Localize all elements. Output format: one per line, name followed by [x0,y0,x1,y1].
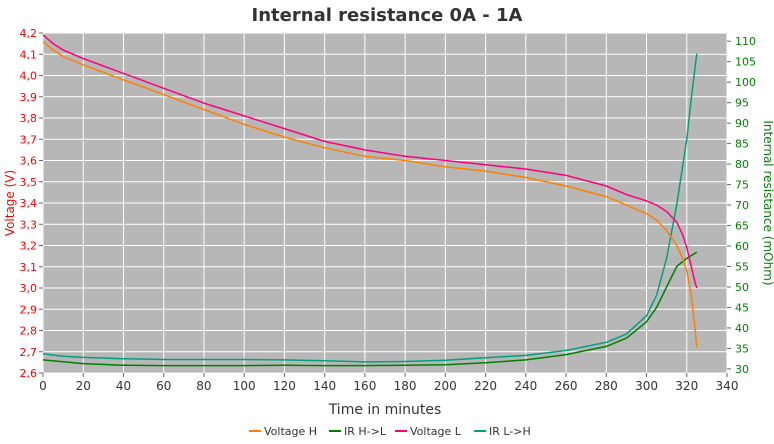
legend-label: IR L->H [489,425,531,438]
y-left-tick-label: 2,8 [20,325,38,338]
y-right-tick-label: 80 [735,158,749,171]
x-tick-label: 280 [595,379,618,393]
y-right-tick-label: 40 [735,322,749,335]
y-right-tick-label: 100 [735,76,756,89]
left-axis-label: Voltage (V) [3,170,17,236]
chart-title: Internal resistance 0A - 1A [252,5,523,26]
legend-label: IR H->L [344,425,387,438]
x-tick-label: 80 [196,379,211,393]
y-right-tick-label: 85 [735,138,749,151]
legend: Voltage H IR H->L Voltage L IR L->H [249,425,531,438]
y-right-tick-label: 90 [735,117,749,130]
legend-label: Voltage H [264,425,317,438]
y-left-tick-label: 4,1 [20,48,38,61]
y-left-tick-label: 2,9 [20,303,38,316]
series-line-voltage-l [42,34,698,289]
x-tick-label: 20 [76,379,91,393]
x-tick-label: 0 [39,379,47,393]
series-line-ir-l-h [42,53,698,363]
y-right-tick-label: 50 [735,281,749,294]
y-left-tick-label: 2,7 [20,346,38,359]
series-line-ir-h-l [42,251,698,367]
y-left-tick-label: 3,4 [20,197,38,210]
x-tick-label: 300 [635,379,658,393]
y-right-tick-label: 70 [735,199,749,212]
y-right-tick-label: 95 [735,97,749,110]
x-tick-label: 60 [156,379,171,393]
x-tick-label: 160 [353,379,376,393]
y-left-tick-label: 3,7 [20,133,38,146]
y-left-tick-label: 3,0 [20,282,38,295]
y-left-tick-label: 3,6 [20,155,38,168]
y-right-tick-label: 105 [735,56,756,69]
series-layer [42,34,698,367]
y-right-tick-label: 45 [735,301,749,314]
y-right-tick-label: 75 [735,179,749,192]
x-tick-label: 240 [514,379,537,393]
right-axis-label: Internal resistance (mOhm) [761,120,774,285]
y-left-tick-label: 3,8 [20,112,38,125]
right-axis-ticks: 110 105 100 95 90 85 80 75 70 65 60 55 50 45 40 35 30 [727,35,756,376]
x-tick-label: 220 [474,379,497,393]
grid [42,32,728,374]
x-tick-label: 100 [233,379,256,393]
y-left-tick-label: 4,0 [20,70,38,83]
x-tick-label: 120 [273,379,296,393]
x-tick-label: 200 [434,379,457,393]
left-axis-ticks: 4,2 4,1 4,0 3,9 3,8 3,7 3,6 3,5 3,4 3,3 3,2 3,1 3,0 2… [20,27,43,380]
x-tick-label: 320 [675,379,698,393]
y-left-tick-label: 3,2 [20,240,38,253]
bottom-axis-ticks: 0 20 40 60 80 100 120 140 160 180 200 220 240 260 280 3… [39,373,738,393]
legend-label: Voltage L [410,425,462,438]
y-left-tick-label: 4,2 [20,27,38,40]
y-right-tick-label: 60 [735,240,749,253]
y-left-tick-label: 3,9 [20,91,38,104]
y-right-tick-label: 35 [735,342,749,355]
y-right-tick-label: 110 [735,35,756,48]
x-tick-label: 140 [313,379,336,393]
y-left-tick-label: 2,6 [20,367,38,380]
x-axis-label: Time in minutes [328,402,442,418]
y-right-tick-label: 30 [735,363,749,376]
x-tick-label: 180 [394,379,417,393]
series-line-voltage-h [42,40,698,348]
y-left-tick-label: 3,5 [20,176,38,189]
y-right-tick-label: 65 [735,220,749,233]
y-right-tick-label: 55 [735,260,749,273]
x-tick-label: 40 [116,379,131,393]
x-tick-label: 340 [716,379,739,393]
x-tick-label: 260 [555,379,578,393]
y-left-tick-label: 3,3 [20,218,38,231]
y-left-tick-label: 3,1 [20,261,38,274]
